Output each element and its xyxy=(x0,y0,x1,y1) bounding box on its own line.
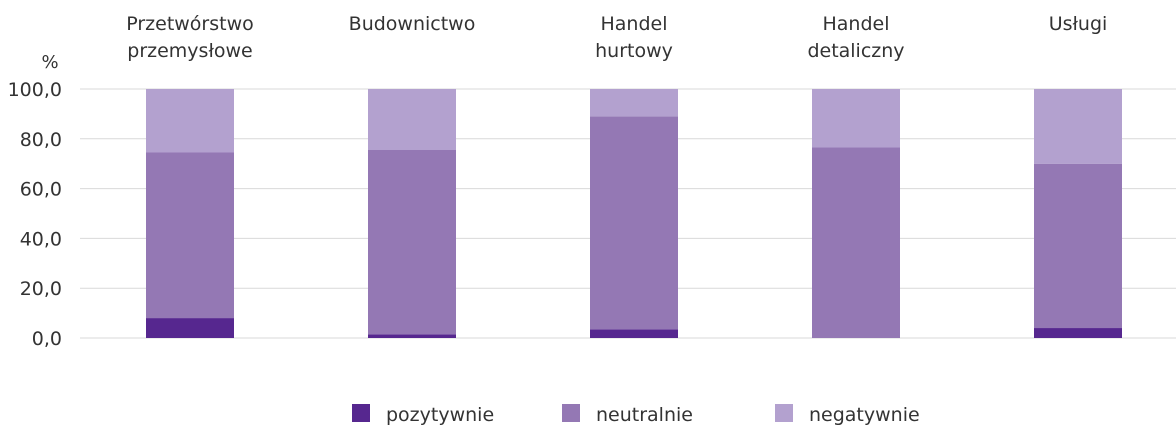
bar-segment-negatywnie xyxy=(368,89,456,151)
bar-segment-negatywnie xyxy=(812,89,900,148)
category-label: przemysłowe xyxy=(127,40,252,62)
category-label: detaliczny xyxy=(807,40,904,62)
bar-segment-neutralnie xyxy=(1034,163,1122,329)
y-tick-label: 40,0 xyxy=(20,228,62,250)
bar-segment-pozytywnie xyxy=(368,334,456,338)
legend-label: negatywnie xyxy=(809,404,920,426)
category-label: Usługi xyxy=(1049,13,1108,35)
bars xyxy=(146,89,1122,338)
legend-swatch xyxy=(775,404,793,422)
category-label: Budownictwo xyxy=(349,13,476,35)
legend-label: neutralnie xyxy=(596,404,693,426)
y-axis-unit-label: % xyxy=(41,52,58,73)
bar-segment-negatywnie xyxy=(146,89,234,153)
y-tick-label: 100,0 xyxy=(8,79,62,101)
y-axis-ticks: 0,0 20,0 40,0 60,0 80,0 100,0 xyxy=(8,79,62,350)
legend-label: pozytywnie xyxy=(386,404,494,426)
bar-segment-neutralnie xyxy=(590,116,678,330)
category-label: Przetwórstwo xyxy=(126,13,254,35)
bar-segment-neutralnie xyxy=(812,147,900,338)
bar-segment-pozytywnie xyxy=(1034,328,1122,338)
bar-segment-negatywnie xyxy=(1034,89,1122,164)
bar-segment-neutralnie xyxy=(368,150,456,335)
y-tick-label: 80,0 xyxy=(20,129,62,151)
y-tick-label: 0,0 xyxy=(32,328,62,350)
legend-swatch xyxy=(352,404,370,422)
legend: pozytywnie neutralnie negatywnie xyxy=(352,404,920,426)
bar-segment-negatywnie xyxy=(590,89,678,117)
category-label: hurtowy xyxy=(595,40,673,62)
y-tick-label: 20,0 xyxy=(20,278,62,300)
bar-segment-pozytywnie xyxy=(590,329,678,338)
category-label: Handel xyxy=(822,13,889,35)
y-tick-label: 60,0 xyxy=(20,179,62,201)
category-label: Handel xyxy=(600,13,667,35)
bar-segment-pozytywnie xyxy=(146,318,234,338)
bar-segment-neutralnie xyxy=(146,152,234,319)
legend-swatch xyxy=(562,404,580,422)
category-labels: Przetwórstwo przemysłowe Budownictwo Handel… xyxy=(126,13,1107,62)
